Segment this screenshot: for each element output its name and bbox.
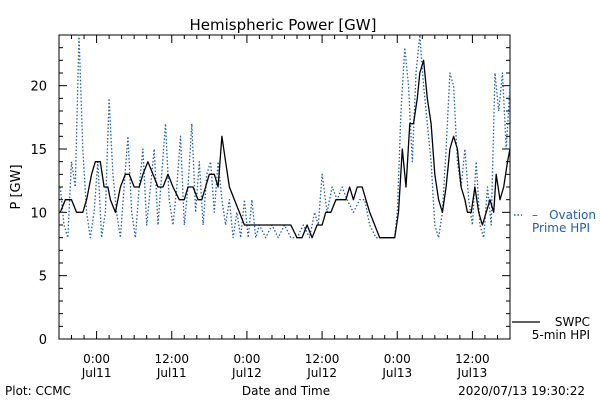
y-tick-label: 5 <box>39 270 47 285</box>
chart-title: Hemispheric Power [GW] <box>190 16 377 34</box>
x-tick-label-date: Jul13 <box>457 366 488 380</box>
y-tick-label: 10 <box>30 206 47 221</box>
y-axis-label: P [GW] <box>9 164 24 209</box>
x-tick-label-time: 0:00 <box>233 352 260 366</box>
plot-frame <box>58 34 511 340</box>
series-swpc-line <box>59 59 511 239</box>
x-tick-label-time: 12:00 <box>154 352 189 366</box>
x-axis-label: Date and Time <box>242 384 330 398</box>
legend-swpc-line1: SWPC <box>555 315 590 329</box>
legend-swpc-line2: 5-min HPI <box>532 328 590 342</box>
x-tick-label-date: Jul11 <box>156 366 187 380</box>
series-layer <box>59 34 511 239</box>
y-tick-label: 15 <box>30 143 47 158</box>
x-tick-label-date: Jul11 <box>81 366 112 380</box>
legend-ovation-line1: Ovation <box>549 208 596 222</box>
footer-timestamp: 2020/07/13 19:30:22 <box>458 384 585 398</box>
x-tick-label-date: Jul12 <box>231 366 262 380</box>
y-tick-label: 20 <box>30 80 47 95</box>
y-tick-label: 0 <box>39 333 47 348</box>
legend-dash-ovation: – <box>532 208 538 222</box>
x-tick-label-date: Jul12 <box>306 366 337 380</box>
x-tick-label-time: 12:00 <box>305 352 340 366</box>
legend-ovation-line2: Prime HPI <box>532 221 590 235</box>
x-tick-label-time: 0:00 <box>83 352 110 366</box>
x-tick-label-time: 12:00 <box>455 352 490 366</box>
legend: – Ovation Prime HPI SWPC 5-min HPI <box>512 208 596 342</box>
x-axis: 0:00Jul1112:00Jul110:00Jul1212:00Jul120:… <box>58 35 511 380</box>
x-tick-label-date: Jul13 <box>381 366 412 380</box>
y-axis: 0 5 10 15 20 <box>30 34 510 348</box>
x-tick-label-time: 0:00 <box>384 352 411 366</box>
footer-plot-credit: Plot: CCMC <box>5 384 71 398</box>
